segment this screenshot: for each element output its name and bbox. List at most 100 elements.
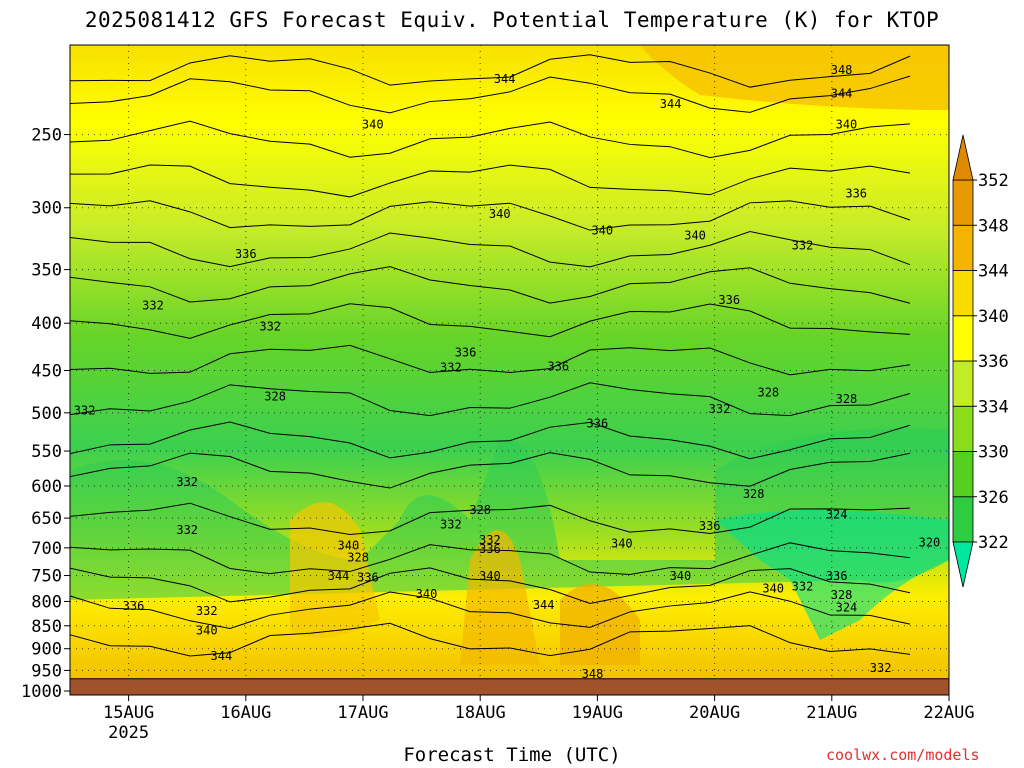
site-credit[interactable]: coolwx.com/models	[826, 746, 980, 764]
y-tick-label: 350	[31, 261, 62, 281]
y-tick-label: 250	[31, 126, 62, 146]
contour-label: 336	[455, 346, 477, 360]
field-group	[70, 45, 949, 695]
contour-label: 332	[196, 604, 218, 618]
y-tick-label: 500	[31, 404, 62, 424]
contour-label: 328	[836, 392, 858, 406]
contour-label: 332	[792, 580, 814, 594]
contour-label: 332	[259, 320, 281, 334]
y-tick-label: 600	[31, 477, 62, 497]
ground-band	[70, 678, 949, 695]
contour-label: 332	[142, 298, 164, 312]
x-tick-label: 22AUG	[923, 703, 974, 723]
colorbar: 322 326 330 334 336 340 344 348 352	[952, 134, 1009, 588]
contour-label: 336	[699, 519, 721, 533]
field-warm-plume-2	[460, 530, 540, 665]
colorbar-label: 334	[978, 397, 1009, 417]
colorbar-segment	[952, 451, 974, 498]
contour-line	[70, 622, 911, 657]
x-tick-label: 16AUG	[220, 703, 271, 723]
contour-label: 340	[670, 569, 692, 583]
axes: 250 300 350 400 450 500 550 600 650 700 750 800 850 9…	[21, 44, 975, 743]
contour-label: 332	[479, 533, 501, 547]
contour-label: 336	[123, 599, 145, 613]
contour-label: 336	[357, 571, 379, 585]
colorbar-top-triangle-icon	[952, 134, 974, 181]
contour-label: 340	[611, 536, 633, 550]
contour-label: 340	[416, 587, 438, 601]
contour-label: 320	[919, 536, 941, 550]
y-tick-label: 300	[31, 199, 62, 219]
contour-label: 332	[74, 404, 96, 418]
colorbar-label: 326	[978, 488, 1009, 508]
y-tick-label: 900	[31, 640, 62, 660]
field-warm-plume-3	[560, 584, 640, 665]
x-tick-label: 19AUG	[572, 703, 623, 723]
colorbar-label: 330	[978, 443, 1009, 463]
contour-label: 348	[582, 667, 604, 681]
contour-label: 336	[235, 247, 257, 261]
y-tick-label: 400	[31, 314, 62, 334]
contour-label: 336	[718, 293, 740, 307]
x-tick-label: 17AUG	[337, 703, 388, 723]
contour-label: 340	[362, 117, 384, 131]
field-upper-warm	[640, 45, 949, 110]
contour-line	[70, 382, 911, 417]
colorbar-segment	[952, 224, 974, 271]
contour-label: 328	[743, 487, 765, 501]
field-very-moist-region	[715, 510, 949, 640]
contour-label: 328	[757, 386, 779, 400]
colorbar-segment	[952, 315, 974, 362]
x-tick-label: 21AUG	[806, 703, 857, 723]
contour-label: 340	[684, 229, 706, 243]
colorbar-label: 348	[978, 216, 1009, 236]
plot-area	[70, 45, 949, 695]
contour-line	[70, 421, 911, 460]
colorbar-segment	[952, 405, 974, 452]
colorbar-segment	[952, 496, 974, 543]
x-tick-sublabel: 2025	[108, 723, 149, 743]
colorbar-segment	[952, 179, 974, 226]
colorbar-label: 322	[978, 533, 1009, 553]
x-tick-label: 20AUG	[689, 703, 740, 723]
contour-label: 336	[587, 416, 609, 430]
colorbar-label: 352	[978, 171, 1009, 191]
contour-label: 328	[264, 390, 286, 404]
contour-line	[70, 542, 911, 575]
y-tick-label: 850	[31, 617, 62, 637]
contour-line	[70, 231, 911, 268]
x-axis-title: Forecast Time (UTC)	[403, 744, 621, 766]
y-tick-label: 1000	[21, 682, 62, 702]
x-tick-label: 18AUG	[455, 703, 506, 723]
contour-label: 332	[176, 475, 198, 489]
contour-label: 340	[591, 224, 613, 238]
contour-label: 324	[826, 507, 848, 521]
contour-line	[70, 591, 911, 630]
contour-label: 340	[196, 623, 218, 637]
contour-label: 344	[494, 72, 516, 86]
contour-label: 332	[792, 239, 814, 253]
contour-line	[70, 164, 911, 198]
contour-line	[70, 502, 911, 536]
contour-line	[70, 75, 911, 114]
colorbar-label: 336	[978, 352, 1009, 372]
x-tick-label: 15AUG	[103, 703, 154, 723]
contour-line	[70, 344, 911, 376]
grid-lines	[70, 45, 950, 679]
colorbar-label: 344	[978, 262, 1009, 282]
contour-label: 332	[440, 360, 462, 374]
contour-label: 340	[762, 582, 784, 596]
colorbar-segment	[952, 270, 974, 317]
contour-line	[70, 120, 911, 159]
contour-label: 344	[533, 598, 555, 612]
y-tick-label: 550	[31, 442, 62, 462]
colorbar-segment	[952, 360, 974, 407]
chart-title: 2025081412 GFS Forecast Equiv. Potential…	[84, 8, 940, 32]
contour-line	[70, 266, 911, 304]
contour-line	[70, 200, 911, 231]
contour-label: 336	[845, 187, 867, 201]
contour-label: 340	[836, 117, 858, 131]
contour-label: 332	[176, 523, 198, 537]
contour-line	[70, 303, 911, 339]
